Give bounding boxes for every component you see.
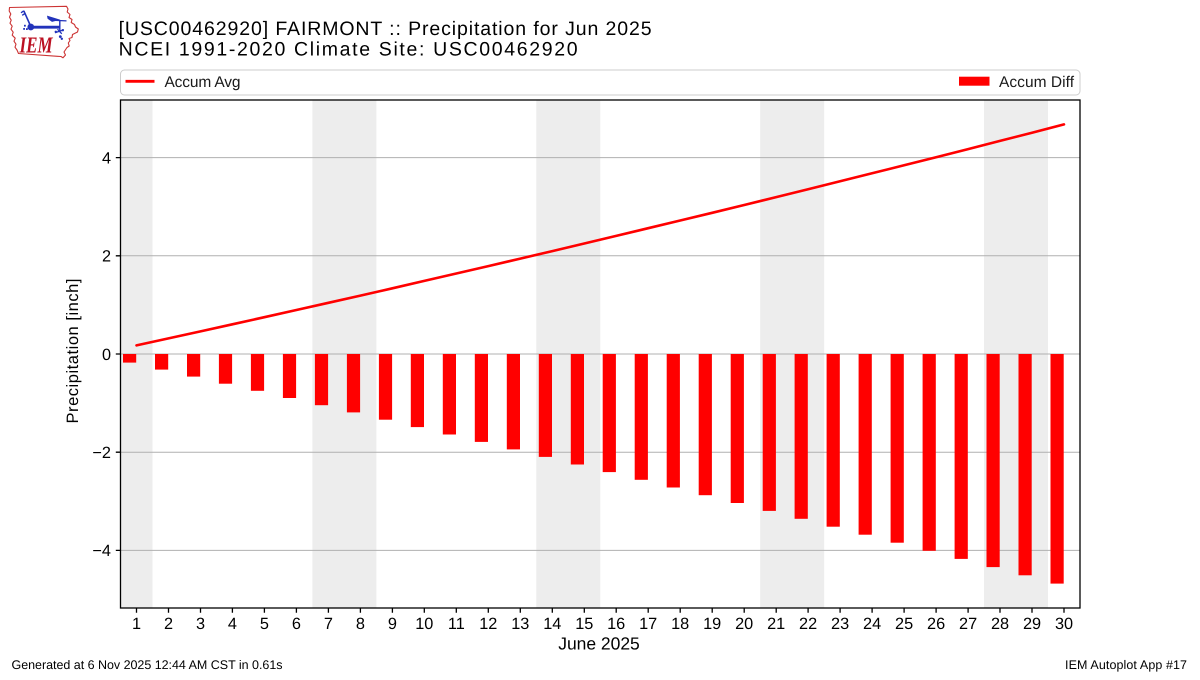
svg-text:IEM Autoplot App #17: IEM Autoplot App #17 <box>1065 658 1187 672</box>
svg-text:1: 1 <box>132 615 141 633</box>
svg-text:NCEI 1991-2020 Climate Site: U: NCEI 1991-2020 Climate Site: USC00462920 <box>119 39 578 61</box>
svg-text:13: 13 <box>511 615 529 633</box>
svg-text:10: 10 <box>415 615 433 633</box>
svg-text:25: 25 <box>895 615 913 633</box>
svg-text:29: 29 <box>1023 615 1041 633</box>
svg-text:17: 17 <box>639 615 657 633</box>
svg-text:30: 30 <box>1055 615 1073 633</box>
svg-text:28: 28 <box>991 615 1009 633</box>
svg-text:21: 21 <box>767 615 785 633</box>
svg-text:7: 7 <box>324 615 333 633</box>
svg-text:6: 6 <box>292 615 301 633</box>
svg-text:4: 4 <box>102 149 111 167</box>
svg-text:Accum Avg: Accum Avg <box>165 74 241 91</box>
svg-text:−2: −2 <box>92 444 111 462</box>
svg-text:20: 20 <box>735 615 753 633</box>
svg-text:3: 3 <box>196 615 205 633</box>
svg-text:Precipitation [inch]: Precipitation [inch] <box>64 279 82 424</box>
svg-text:−4: −4 <box>92 542 111 560</box>
svg-text:[USC00462920] FAIRMONT :: Prec: [USC00462920] FAIRMONT :: Precipitation … <box>119 18 652 40</box>
svg-text:22: 22 <box>799 615 817 633</box>
svg-text:IEM: IEM <box>19 33 54 58</box>
svg-text:9: 9 <box>388 615 397 633</box>
svg-text:Generated at 6 Nov 2025 12:44: Generated at 6 Nov 2025 12:44 AM CST in … <box>12 658 283 672</box>
svg-text:24: 24 <box>863 615 881 633</box>
svg-text:27: 27 <box>959 615 977 633</box>
svg-text:8: 8 <box>356 615 365 633</box>
svg-text:15: 15 <box>575 615 593 633</box>
svg-text:19: 19 <box>703 615 721 633</box>
svg-text:26: 26 <box>927 615 945 633</box>
svg-text:23: 23 <box>831 615 849 633</box>
svg-text:Accum Diff: Accum Diff <box>999 74 1075 91</box>
svg-text:11: 11 <box>448 615 465 633</box>
svg-text:2: 2 <box>164 615 173 633</box>
svg-text:5: 5 <box>260 615 269 633</box>
svg-text:June 2025: June 2025 <box>558 634 640 654</box>
svg-text:18: 18 <box>671 615 689 633</box>
svg-text:14: 14 <box>543 615 561 633</box>
svg-text:2: 2 <box>102 248 111 266</box>
svg-text:12: 12 <box>479 615 497 633</box>
svg-text:4: 4 <box>228 615 237 633</box>
svg-text:16: 16 <box>607 615 625 633</box>
svg-text:0: 0 <box>102 346 111 364</box>
